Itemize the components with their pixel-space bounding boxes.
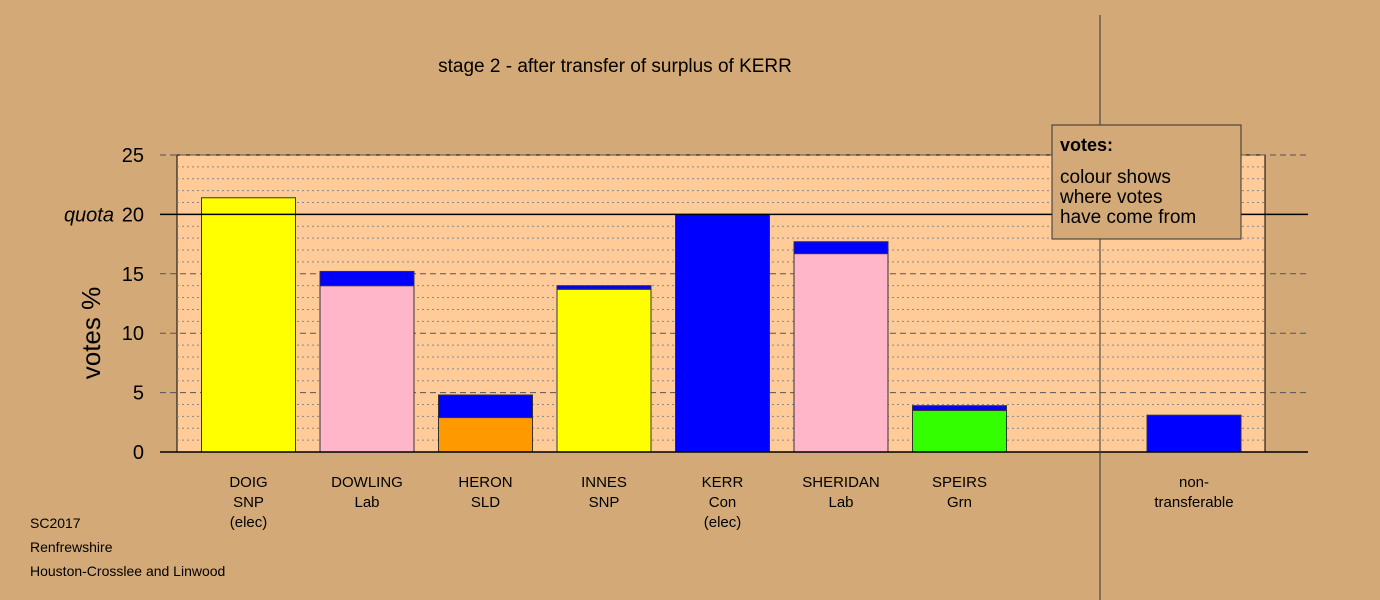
bar-segment-heron [438, 394, 533, 419]
x-tick-label: DOIG [229, 474, 267, 491]
x-tick-label: SLD [471, 494, 500, 511]
footer-election: SC2017 [30, 515, 81, 531]
legend: votes: colour shows where votes have com… [1051, 124, 1242, 240]
x-tick-label: Con [709, 494, 737, 511]
bar-segment-innes [556, 288, 652, 453]
y-tick-label: 0 [133, 442, 144, 464]
x-tick-label: INNES [581, 474, 627, 491]
bar-segment-kerr [675, 213, 770, 453]
y-tick-label: 15 [122, 264, 144, 286]
y-tick-label: 20 [122, 204, 144, 226]
legend-line: colour shows [1060, 167, 1171, 188]
quota-label: quota [64, 204, 114, 226]
y-tick-label: 25 [122, 145, 144, 167]
bar-segment-speirs [912, 405, 1007, 411]
x-tick-label: transferable [1154, 494, 1233, 511]
x-tick-label: non- [1179, 474, 1209, 491]
x-tick-labels: DOIG SNP (elec) DOWLING Lab HERON SLD INNES SNP K… [229, 474, 1233, 531]
bar-segment-dowling [319, 270, 415, 287]
bars [201, 197, 1242, 453]
x-tick-label: HERON [458, 474, 512, 491]
legend-box [1051, 124, 1242, 240]
x-tick-label: DOWLING [331, 474, 403, 491]
x-tick-label: Lab [828, 494, 853, 511]
bar-segment-nontransferable [1146, 414, 1242, 453]
y-tick-labels: 0 5 10 15 20 25 [122, 145, 144, 464]
x-tick-label: SNP [233, 494, 264, 511]
x-tick-label: Lab [354, 494, 379, 511]
footer-council: Renfrewshire [30, 539, 113, 555]
x-tick-label: SPEIRS [932, 474, 987, 491]
x-tick-label: SHERIDAN [802, 474, 880, 491]
bar-segment-sheridan [793, 253, 889, 453]
bar-segment-speirs [912, 409, 1007, 453]
footer-ward: Houston-Crosslee and Linwood [30, 563, 226, 579]
bar-segment-dowling [319, 285, 415, 453]
x-tick-label: Grn [947, 494, 972, 511]
y-axis-label: votes % [76, 287, 106, 380]
x-tick-label: (elec) [704, 514, 742, 531]
x-tick-label: (elec) [230, 514, 268, 531]
bar-segment-doig [201, 197, 296, 453]
bar-segment-innes [556, 285, 652, 290]
x-tick-label: KERR [702, 474, 744, 491]
chart-title: stage 2 - after transfer of surplus of K… [438, 56, 792, 77]
x-tick-label: SNP [589, 494, 620, 511]
y-tick-label: 5 [133, 383, 144, 405]
legend-line: where votes [1059, 187, 1162, 208]
y-tick-label: 10 [122, 323, 144, 345]
legend-line: have come from [1060, 207, 1196, 228]
legend-title: votes: [1060, 135, 1113, 155]
bar-segment-heron [438, 417, 533, 453]
bar-segment-sheridan [793, 241, 889, 255]
